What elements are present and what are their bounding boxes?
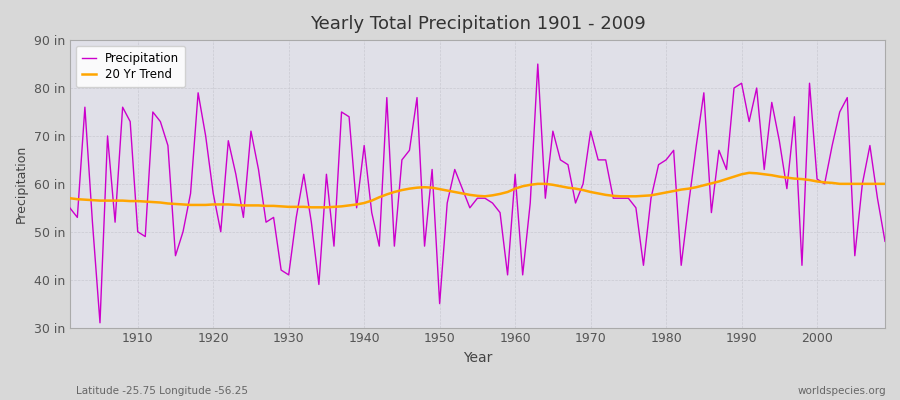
20 Yr Trend <box>743 170 754 175</box>
Precipitation <box>533 62 544 66</box>
Legend: Precipitation, 20 Yr Trend: Precipitation, 20 Yr Trend <box>76 46 185 87</box>
Precipitation <box>65 206 76 210</box>
Line: 20 Yr Trend: 20 Yr Trend <box>70 173 885 207</box>
Precipitation <box>616 196 626 201</box>
20 Yr Trend <box>306 205 317 210</box>
20 Yr Trend <box>291 204 302 209</box>
Precipitation <box>299 172 310 177</box>
20 Yr Trend <box>879 182 890 186</box>
20 Yr Trend <box>344 203 355 208</box>
Y-axis label: Precipitation: Precipitation <box>15 145 28 223</box>
20 Yr Trend <box>608 194 618 198</box>
Text: worldspecies.org: worldspecies.org <box>798 386 886 396</box>
20 Yr Trend <box>65 196 76 201</box>
20 Yr Trend <box>509 186 520 191</box>
20 Yr Trend <box>518 184 528 189</box>
Precipitation <box>509 172 520 177</box>
Precipitation <box>518 272 528 277</box>
X-axis label: Year: Year <box>463 351 492 365</box>
Precipitation <box>94 320 105 325</box>
Precipitation <box>344 114 355 119</box>
Line: Precipitation: Precipitation <box>70 64 885 323</box>
20 Yr Trend <box>125 199 136 204</box>
Text: Latitude -25.75 Longitude -56.25: Latitude -25.75 Longitude -56.25 <box>76 386 248 396</box>
Precipitation <box>132 229 143 234</box>
Precipitation <box>879 239 890 244</box>
Title: Yearly Total Precipitation 1901 - 2009: Yearly Total Precipitation 1901 - 2009 <box>310 15 645 33</box>
